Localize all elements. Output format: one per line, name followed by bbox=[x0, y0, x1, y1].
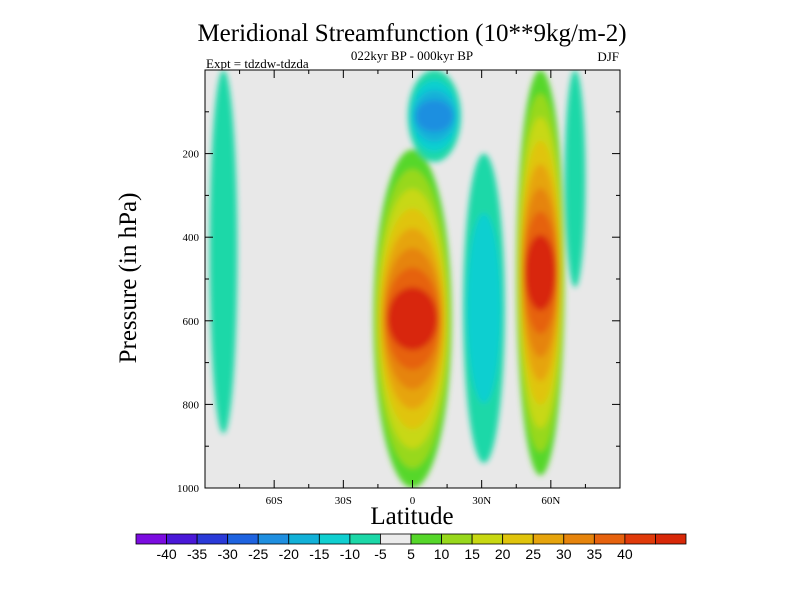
colorbar-label: 30 bbox=[556, 546, 572, 562]
x-tick-label: 30S bbox=[335, 495, 352, 507]
colorbar-swatch bbox=[166, 533, 198, 545]
y-tick-label: 400 bbox=[183, 232, 200, 244]
colorbar-swatch bbox=[593, 533, 626, 545]
x-tick-label: 30N bbox=[472, 495, 491, 507]
colorbar: -40 -35 -30 -25 -20 -15 -10 -5 5 10 15 20 25 30 35 40 bbox=[135, 533, 687, 562]
colorbar-swatch bbox=[502, 533, 534, 545]
contour-field bbox=[209, 70, 586, 488]
colorbar-swatch bbox=[349, 533, 381, 545]
colorbar-label: 40 bbox=[617, 546, 633, 562]
colorbar-label: -35 bbox=[187, 546, 207, 562]
y-axis-title: Pressure (in hPa) bbox=[115, 193, 142, 364]
colorbar-label: 25 bbox=[525, 546, 541, 562]
chart-title: Meridional Streamfunction (10**9kg/m-2) bbox=[197, 20, 626, 47]
colorbar-label: 20 bbox=[495, 546, 511, 562]
colorbar-label: 10 bbox=[434, 546, 450, 562]
y-tick-label: 1000 bbox=[177, 483, 200, 495]
colorbar-swatch bbox=[655, 533, 687, 545]
colorbar-swatch bbox=[563, 533, 595, 545]
colorbar-swatch bbox=[380, 533, 412, 545]
nh-midlatitude-positive-cell-level-7 bbox=[525, 235, 556, 311]
colorbar-label: -30 bbox=[218, 546, 238, 562]
colorbar-swatch bbox=[227, 533, 259, 545]
nh-subtropical-negative-cell-level-1 bbox=[466, 213, 502, 404]
colorbar-swatch bbox=[318, 533, 351, 545]
y-tick-label: 800 bbox=[183, 399, 200, 411]
colorbar-swatch bbox=[441, 533, 473, 545]
sh-polar-negative-cell-level-0 bbox=[209, 70, 238, 434]
x-axis-title: Latitude bbox=[370, 503, 453, 530]
colorbar-swatch bbox=[410, 533, 442, 545]
nh-high-latitude-negative-cell-level-0 bbox=[564, 70, 586, 288]
chart-subtitle: 022kyr BP - 000kyr BP bbox=[351, 48, 473, 63]
axis-ticks: 60S 30S 0 30N 60N 200 400 600 800 1000 bbox=[177, 70, 620, 507]
colorbar-swatch bbox=[288, 533, 320, 545]
y-tick-label: 600 bbox=[183, 316, 200, 328]
colorbar-label: -15 bbox=[309, 546, 329, 562]
colorbar-label: -20 bbox=[279, 546, 299, 562]
experiment-label: Expt = tdzdw-tdzda bbox=[206, 56, 309, 71]
x-tick-label: 0 bbox=[410, 495, 416, 507]
colorbar-swatch bbox=[471, 533, 504, 545]
colorbar-swatch bbox=[532, 533, 565, 545]
colorbar-label: -5 bbox=[374, 546, 387, 562]
colorbar-label: 5 bbox=[407, 546, 415, 562]
y-tick-label: 200 bbox=[183, 149, 200, 161]
colorbar-label: -25 bbox=[248, 546, 268, 562]
colorbar-swatch bbox=[624, 533, 656, 545]
colorbar-swatch bbox=[196, 533, 229, 545]
colorbar-label: 15 bbox=[464, 546, 480, 562]
colorbar-label: -40 bbox=[156, 546, 176, 562]
colorbar-swatch bbox=[257, 533, 290, 545]
colorbar-label: 35 bbox=[587, 546, 603, 562]
x-tick-label: 60S bbox=[266, 495, 283, 507]
upper-tropical-negative-core-level-3 bbox=[415, 99, 454, 132]
colorbar-label: -10 bbox=[340, 546, 360, 562]
colorbar-swatch bbox=[135, 533, 167, 545]
tropical-positive-cell-level-7 bbox=[387, 287, 438, 351]
x-tick-label: 60N bbox=[541, 495, 560, 507]
season-label: DJF bbox=[597, 49, 619, 64]
